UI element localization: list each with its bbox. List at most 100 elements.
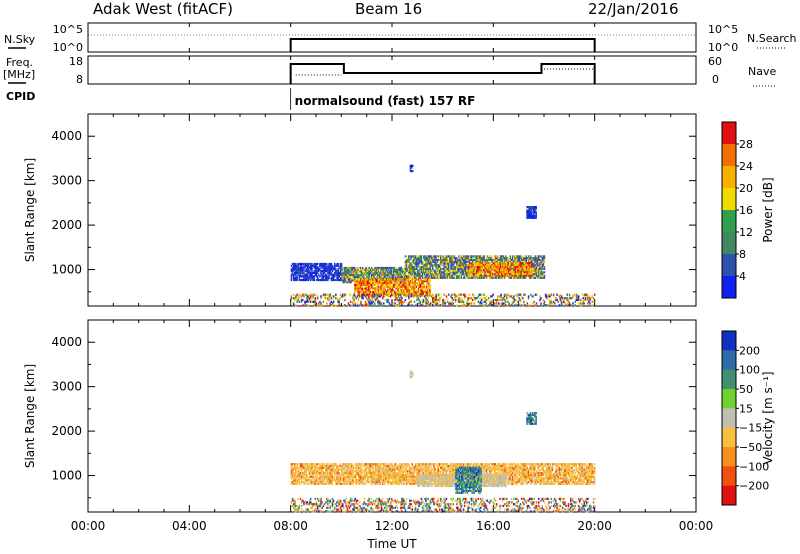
echo-cell — [410, 269, 412, 272]
echo-cell — [457, 267, 459, 270]
echo-cell — [394, 468, 396, 471]
echo-cell — [413, 276, 416, 279]
echo-cell — [337, 475, 339, 478]
echo-cell — [525, 267, 527, 270]
echo-cell — [359, 295, 361, 298]
echo-cell — [383, 266, 385, 270]
echo-cell — [409, 276, 411, 279]
echo-cell — [343, 472, 345, 475]
echo-cell — [518, 297, 521, 300]
echo-cell — [322, 463, 325, 466]
echo-cell — [433, 260, 435, 263]
echo-cell — [290, 480, 293, 484]
echo-cell — [311, 293, 313, 296]
echo-cell — [315, 479, 318, 482]
echo-cell — [504, 274, 506, 277]
echo-cell — [509, 265, 511, 268]
echo-cell — [356, 479, 359, 482]
echo-cell — [456, 276, 458, 279]
echo-cell — [429, 464, 432, 468]
echo-cell — [519, 269, 521, 272]
echo-cell — [338, 480, 340, 484]
echo-cell — [411, 255, 413, 258]
echo-cell — [484, 300, 486, 303]
echo-cell — [429, 473, 432, 476]
echo-cell — [432, 271, 434, 274]
echo-cell — [412, 285, 414, 288]
echo-cell — [373, 470, 376, 473]
echo-cell — [509, 272, 511, 275]
echo-cell — [334, 472, 336, 475]
echo-cell — [369, 473, 371, 476]
echo-cell — [530, 263, 533, 266]
echo-cell — [444, 260, 447, 263]
echo-cell — [300, 270, 303, 273]
echo-cell — [389, 274, 391, 277]
echo-cell — [314, 482, 317, 485]
echo-cell — [435, 255, 437, 258]
echo-cell — [404, 262, 407, 265]
echo-cell — [540, 262, 542, 265]
echo-cell — [308, 271, 311, 274]
echo-cell — [401, 270, 404, 273]
echo-cell — [334, 271, 336, 274]
echo-cell — [395, 287, 397, 290]
echo-cell — [388, 302, 391, 305]
echo-cell — [326, 277, 328, 280]
echo-cell — [421, 266, 424, 269]
echo-cell — [519, 267, 521, 270]
echo-cell — [398, 283, 400, 286]
echo-cell — [391, 274, 393, 277]
echo-cell — [483, 276, 485, 279]
echo-cell — [555, 297, 557, 300]
echo-cell — [497, 269, 500, 272]
echo-cell — [417, 283, 420, 286]
echo-cell — [443, 266, 445, 269]
echo-cell — [535, 257, 538, 260]
echo-cell — [322, 470, 325, 473]
echo-cell — [299, 275, 302, 278]
echo-cell — [474, 269, 477, 272]
echo-cell — [462, 255, 465, 258]
echo-cell — [406, 260, 409, 263]
echo-cell — [425, 468, 427, 471]
echo-cell — [361, 295, 363, 298]
echo-cell — [392, 466, 394, 469]
echo-cell — [510, 267, 513, 270]
echo-cell — [370, 283, 372, 286]
echo-cell — [331, 464, 334, 468]
echo-cell — [543, 266, 546, 269]
echo-cell — [319, 473, 321, 476]
echo-cell — [516, 257, 518, 260]
echo-cell — [290, 275, 293, 278]
echo-cell — [302, 304, 304, 307]
x-tick-label: 04:00 — [172, 519, 207, 533]
echo-cell — [404, 463, 407, 466]
echo-cell — [305, 268, 307, 271]
echo-cell — [316, 271, 319, 274]
echo-cell — [522, 265, 525, 268]
echo-cell — [299, 271, 302, 274]
echo-cell — [329, 304, 331, 307]
echo-cell — [308, 470, 311, 473]
echo-cell — [356, 285, 358, 288]
echo-cell — [517, 257, 519, 260]
echo-cell — [485, 262, 487, 265]
echo-cell — [509, 267, 511, 270]
echo-cell — [413, 482, 416, 485]
echo-cell — [463, 276, 466, 279]
echo-cell — [484, 263, 486, 266]
echo-cell — [389, 468, 392, 471]
echo-cell — [527, 216, 529, 219]
echo-cell — [583, 298, 586, 302]
echo-cell — [513, 257, 515, 260]
echo-cell — [421, 290, 423, 294]
echo-cell — [400, 266, 403, 270]
echo-cell — [335, 463, 337, 466]
echo-cell — [542, 255, 545, 258]
echo-cell — [499, 272, 502, 275]
echo-cell — [352, 275, 355, 278]
echo-cell — [530, 207, 533, 210]
echo-cell — [327, 293, 329, 296]
echo-cell — [534, 214, 536, 218]
